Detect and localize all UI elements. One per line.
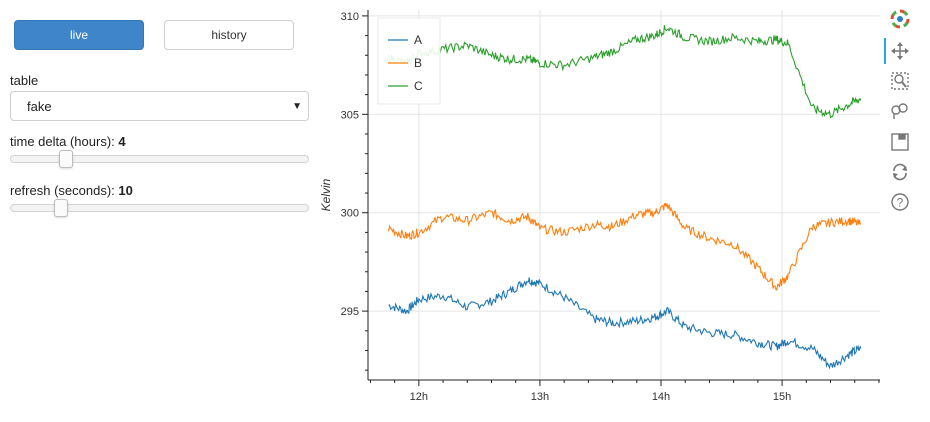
reset-icon[interactable] [889,161,911,183]
y-tick-label: 305 [341,109,359,121]
help-icon[interactable]: ? [889,191,911,213]
y-tick-label: 300 [341,208,359,220]
time-delta-slider[interactable] [10,150,309,168]
wheel-zoom-icon[interactable] [889,100,911,122]
refresh-value: 10 [118,183,133,198]
y-tick-label: 295 [341,306,359,318]
temperature-chart[interactable]: 12h 13h 14h 15h 295 300 305 310 Kelvin ABC [310,0,880,422]
chevron-down-icon: ▼ [292,101,302,112]
refresh-slider-handle[interactable] [53,199,68,217]
save-icon[interactable] [889,131,911,153]
x-tick-label: 15h [773,391,791,403]
legend-box [377,17,441,105]
series-line-B [388,202,862,291]
table-label: table [10,73,39,88]
time-delta-label-text: time delta (hours): [10,134,119,149]
refresh-label: refresh (seconds): 10 [10,183,133,198]
table-select[interactable]: fake ▼ [10,91,309,121]
refresh-label-text: refresh (seconds): [10,183,119,198]
y-tick-label: 310 [341,11,359,23]
legend-label-B: B [414,56,422,70]
legend-label-C: C [414,79,423,93]
live-button[interactable]: live [14,20,144,50]
active-tool-indicator [884,38,886,64]
x-tick-label: 13h [531,391,549,403]
time-delta-slider-handle[interactable] [59,150,74,168]
series-line-C [388,25,862,119]
box-zoom-icon[interactable] [889,70,911,92]
series-line-A [388,277,862,370]
time-delta-label: time delta (hours): 4 [10,134,126,149]
svg-text:?: ? [897,196,904,210]
x-tick-label: 14h [652,391,670,403]
refresh-slider[interactable] [10,199,309,217]
bokeh-logo-icon[interactable] [889,8,911,30]
x-tick-label: 12h [410,391,428,403]
pan-icon[interactable] [889,40,911,62]
legend-label-A: A [414,33,422,47]
time-delta-value: 4 [118,134,126,149]
y-axis-label: Kelvin [319,178,333,211]
table-select-value: fake [27,99,52,114]
history-button[interactable]: history [164,20,294,50]
